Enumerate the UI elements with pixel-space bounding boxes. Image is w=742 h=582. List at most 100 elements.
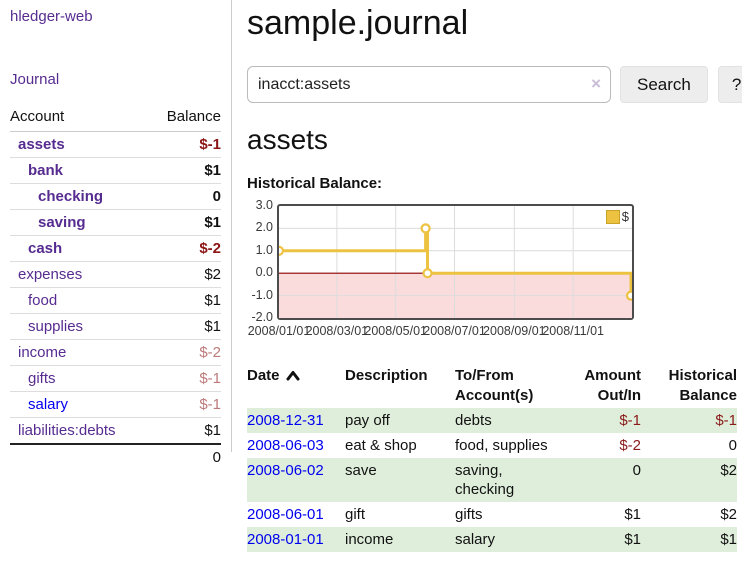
- amount-header-line1: Amount: [584, 367, 641, 384]
- account-row: assets $-1: [10, 132, 221, 158]
- accounts-header-line1: To/From: [455, 367, 514, 384]
- search-form: × Search ?: [247, 66, 742, 103]
- y-axis-tick-label: -1.0: [251, 287, 273, 302]
- account-balance: $1: [204, 318, 221, 335]
- transaction-balance-cell: $1: [641, 527, 737, 552]
- x-axis-tick-label: 2008/05/01: [364, 324, 427, 338]
- account-heading: assets: [247, 124, 328, 155]
- accounts-header-account: Account: [10, 108, 65, 125]
- transaction-date-cell: 2008-06-03: [247, 433, 345, 458]
- account-row: supplies $1: [10, 314, 221, 340]
- account-row: salary $-1: [10, 392, 221, 418]
- search-button[interactable]: Search: [620, 66, 708, 103]
- amount-value: $-2: [619, 437, 641, 454]
- account-row: income $-2: [10, 340, 221, 366]
- transaction-accounts-cell: saving, checking: [455, 462, 515, 498]
- account-balance: $1: [204, 292, 221, 309]
- page-title: sample.journal: [247, 4, 469, 42]
- y-axis-tick-label: 2.0: [255, 220, 273, 235]
- balance-value: $1: [720, 531, 737, 548]
- account-link-gifts[interactable]: gifts: [28, 370, 56, 387]
- transaction-amount-cell: $1: [560, 502, 641, 527]
- chart-heading: Historical Balance:: [247, 175, 383, 192]
- table-row: 2008-12-31 pay off debts $-1 $-1: [247, 408, 737, 433]
- account-link-assets[interactable]: assets: [18, 136, 65, 153]
- x-axis-tick-label: 2008/09/01: [483, 324, 546, 338]
- x-axis-tick-label: 2008/03/01: [305, 324, 369, 338]
- transaction-date-link[interactable]: 2008-01-01: [247, 531, 324, 548]
- register-header-date[interactable]: Date: [247, 364, 345, 408]
- chart-legend: $: [605, 209, 629, 224]
- transaction-balance-cell: $2: [641, 502, 737, 527]
- transaction-description-cell: income: [345, 531, 394, 548]
- account-link-food[interactable]: food: [28, 292, 58, 309]
- accounts-table: Account Balance assets $-1 bank $1 checking 0…: [10, 105, 221, 470]
- transaction-date-cell: 2008-06-01: [247, 502, 345, 527]
- amount-value: $1: [624, 531, 641, 548]
- account-row: food $1: [10, 288, 221, 314]
- account-balance: $2: [204, 266, 221, 283]
- transaction-description-cell: save: [345, 462, 377, 479]
- account-link-income[interactable]: income: [18, 344, 67, 361]
- account-link-cash[interactable]: cash: [28, 240, 63, 257]
- transaction-accounts-cell: food, supplies: [455, 437, 548, 454]
- account-balance: $-1: [199, 370, 221, 387]
- register-header-accounts: To/From Account(s): [455, 364, 560, 408]
- x-axis-tick-label: 2008/11/01: [542, 324, 604, 338]
- main-content: sample.journal × Search ? assets Histori…: [233, 0, 742, 552]
- account-link-supplies[interactable]: supplies: [28, 318, 84, 335]
- accounts-table-header: Account Balance: [10, 105, 221, 132]
- account-balance: $-1: [199, 396, 221, 413]
- series-swatch-icon: [605, 209, 620, 224]
- table-row: 2008-06-03 eat & shop food, supplies $-2 0: [247, 433, 737, 458]
- account-link-salary[interactable]: salary: [28, 396, 69, 413]
- transaction-date-cell: 2008-01-01: [247, 527, 345, 552]
- sidebar-item-journal[interactable]: Journal: [10, 71, 60, 88]
- account-row: checking 0: [10, 184, 221, 210]
- account-link-bank[interactable]: bank: [28, 162, 64, 179]
- amount-value: $-1: [619, 412, 641, 429]
- search-input[interactable]: [247, 66, 611, 103]
- transaction-date-link[interactable]: 2008-06-01: [247, 506, 324, 523]
- transaction-description-cell: pay off: [345, 412, 390, 429]
- transaction-date-link[interactable]: 2008-12-31: [247, 412, 324, 429]
- account-row: liabilities:debts $1: [10, 418, 221, 445]
- account-balance: 0: [212, 188, 221, 205]
- description-header-label: Description: [345, 367, 428, 384]
- register-header-row: Date Description To/From Account(s) Amou…: [247, 364, 737, 408]
- account-balance: $-2: [199, 344, 221, 361]
- chart-plot-area: $: [277, 204, 634, 320]
- transaction-date-link[interactable]: 2008-06-02: [247, 462, 324, 479]
- balance-value: 0: [728, 437, 737, 454]
- sort-ascending-icon: [286, 371, 300, 381]
- account-link-expenses[interactable]: expenses: [18, 266, 83, 283]
- transaction-balance-cell: 0: [641, 433, 737, 458]
- transaction-accounts-cell: gifts: [455, 506, 483, 523]
- account-balance: $-1: [199, 136, 221, 153]
- account-balance: $1: [204, 162, 221, 179]
- table-row: 2008-06-02 save saving, checking 0 $2: [247, 458, 737, 502]
- transaction-date-cell: 2008-06-02: [247, 458, 345, 502]
- balance-header-line2: Balance: [679, 387, 737, 404]
- amount-value: 0: [632, 462, 641, 479]
- transaction-accounts-cell: debts: [455, 412, 492, 429]
- account-row: bank $1: [10, 158, 221, 184]
- account-row: expenses $2: [10, 262, 221, 288]
- transaction-description-cell: eat & shop: [345, 437, 417, 454]
- balance-value: $-1: [715, 412, 737, 429]
- account-row: cash $-2: [10, 236, 221, 262]
- help-button[interactable]: ?: [717, 66, 742, 103]
- account-row: saving $1: [10, 210, 221, 236]
- balance-value: $2: [720, 506, 737, 523]
- account-link-liabilities-debts[interactable]: liabilities:debts: [18, 422, 116, 439]
- app-title-link[interactable]: hledger-web: [10, 8, 93, 25]
- account-link-checking[interactable]: checking: [38, 188, 104, 205]
- account-link-saving[interactable]: saving: [38, 214, 86, 231]
- sidebar: hledger-web Journal Account Balance asse…: [0, 0, 232, 466]
- legend-label: $: [621, 209, 629, 224]
- table-row: 2008-06-01 gift gifts $1 $2: [247, 502, 737, 527]
- table-row: 2008-01-01 income salary $1 $1: [247, 527, 737, 552]
- transaction-date-link[interactable]: 2008-06-03: [247, 437, 324, 454]
- clear-search-icon[interactable]: ×: [591, 74, 601, 93]
